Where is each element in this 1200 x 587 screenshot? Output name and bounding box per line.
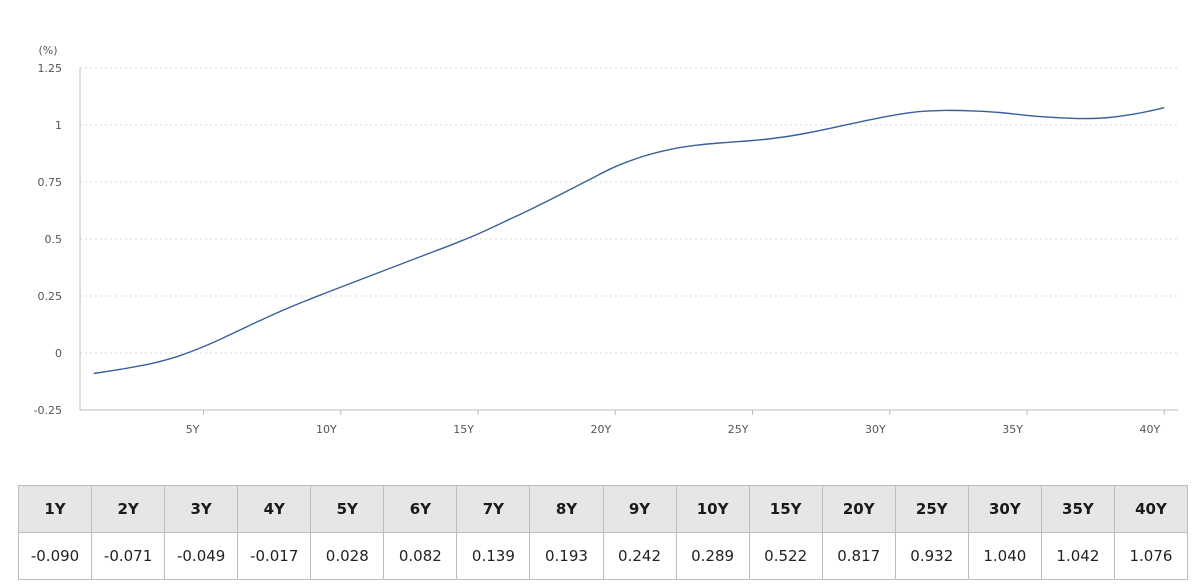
- yield-curve-chart: 1.25 1 0.75 0.5 0.25 0 -0.25 5Y 10Y 15Y 20Y 25Y 30Y…: [34, 44, 1178, 436]
- table-cell: -0.049: [164, 532, 239, 580]
- table-cell: -0.017: [237, 532, 312, 580]
- table-cell: 1.042: [1040, 532, 1115, 580]
- table-header-cell: 8Y: [529, 485, 604, 533]
- y-tick-label: 0.5: [45, 233, 63, 246]
- table-cell: 0.193: [529, 532, 604, 580]
- table-cell: 1.076: [1113, 532, 1189, 580]
- table-header-cell: 30Y: [967, 485, 1042, 533]
- table-cell: -0.071: [91, 532, 166, 580]
- table-header-cell: 9Y: [602, 485, 677, 533]
- table-header-cell: 20Y: [821, 485, 896, 533]
- table-cell: 0.242: [602, 532, 677, 580]
- table-header-cell: 15Y: [748, 485, 823, 533]
- x-tick-label: 5Y: [186, 423, 200, 436]
- yield-table: 1Y 2Y 3Y 4Y 5Y 6Y 7Y 8Y 9Y 10Y 15Y 20Y 25Y 30Y 35Y 40Y …: [17, 485, 1189, 580]
- table-cell: 0.817: [821, 532, 896, 580]
- table-cell: -0.090: [17, 532, 93, 580]
- y-tick-label: -0.25: [34, 404, 62, 417]
- table-row: -0.090 -0.071 -0.049 -0.017 0.028 0.082 0.139 0…: [17, 532, 1189, 580]
- table-header-cell: 35Y: [1040, 485, 1115, 533]
- table-cell: 0.932: [894, 532, 969, 580]
- table-header-cell: 10Y: [675, 485, 750, 533]
- y-tick-label: 1.25: [38, 62, 63, 75]
- x-tick-label: 20Y: [591, 423, 612, 436]
- grid-lines: [80, 67, 1178, 354]
- y-axis-label: (%): [38, 44, 57, 57]
- table-cell: 1.040: [967, 532, 1042, 580]
- table-cell: 0.289: [675, 532, 750, 580]
- x-tick-label: 30Y: [865, 423, 886, 436]
- table-header-cell: 7Y: [456, 485, 531, 533]
- table-cell: 0.522: [748, 532, 823, 580]
- series-line: [93, 107, 1165, 375]
- x-tick-label: 35Y: [1002, 423, 1023, 436]
- table-header-cell: 6Y: [383, 485, 458, 533]
- table-cell: 0.082: [383, 532, 458, 580]
- table-cell: 0.139: [456, 532, 531, 580]
- x-axis-tick-labels: 5Y 10Y 15Y 20Y 25Y 30Y 35Y 40Y: [186, 423, 1161, 436]
- series-group: [93, 107, 1165, 375]
- table-header-cell: 3Y: [164, 485, 239, 533]
- axes: [79, 68, 1178, 415]
- table-cell: 0.028: [310, 532, 385, 580]
- y-axis-tick-labels: 1.25 1 0.75 0.5 0.25 0 -0.25: [34, 62, 62, 417]
- table-header-cell: 25Y: [894, 485, 969, 533]
- table-header-cell: 5Y: [310, 485, 385, 533]
- table-header-cell: 4Y: [237, 485, 312, 533]
- y-tick-label: 0: [55, 347, 62, 360]
- table-header-cell: 2Y: [91, 485, 166, 533]
- x-tick-label: 40Y: [1140, 423, 1161, 436]
- y-tick-label: 1: [55, 119, 62, 132]
- y-tick-label: 0.75: [38, 176, 63, 189]
- x-tick-label: 10Y: [316, 423, 337, 436]
- x-tick-label: 15Y: [453, 423, 474, 436]
- table-header-cell: 40Y: [1113, 485, 1189, 533]
- y-tick-label: 0.25: [38, 290, 63, 303]
- table-header-cell: 1Y: [17, 485, 93, 533]
- x-tick-label: 25Y: [728, 423, 749, 436]
- table-header-row: 1Y 2Y 3Y 4Y 5Y 6Y 7Y 8Y 9Y 10Y 15Y 20Y 25Y 30Y 35Y 40Y: [17, 485, 1189, 533]
